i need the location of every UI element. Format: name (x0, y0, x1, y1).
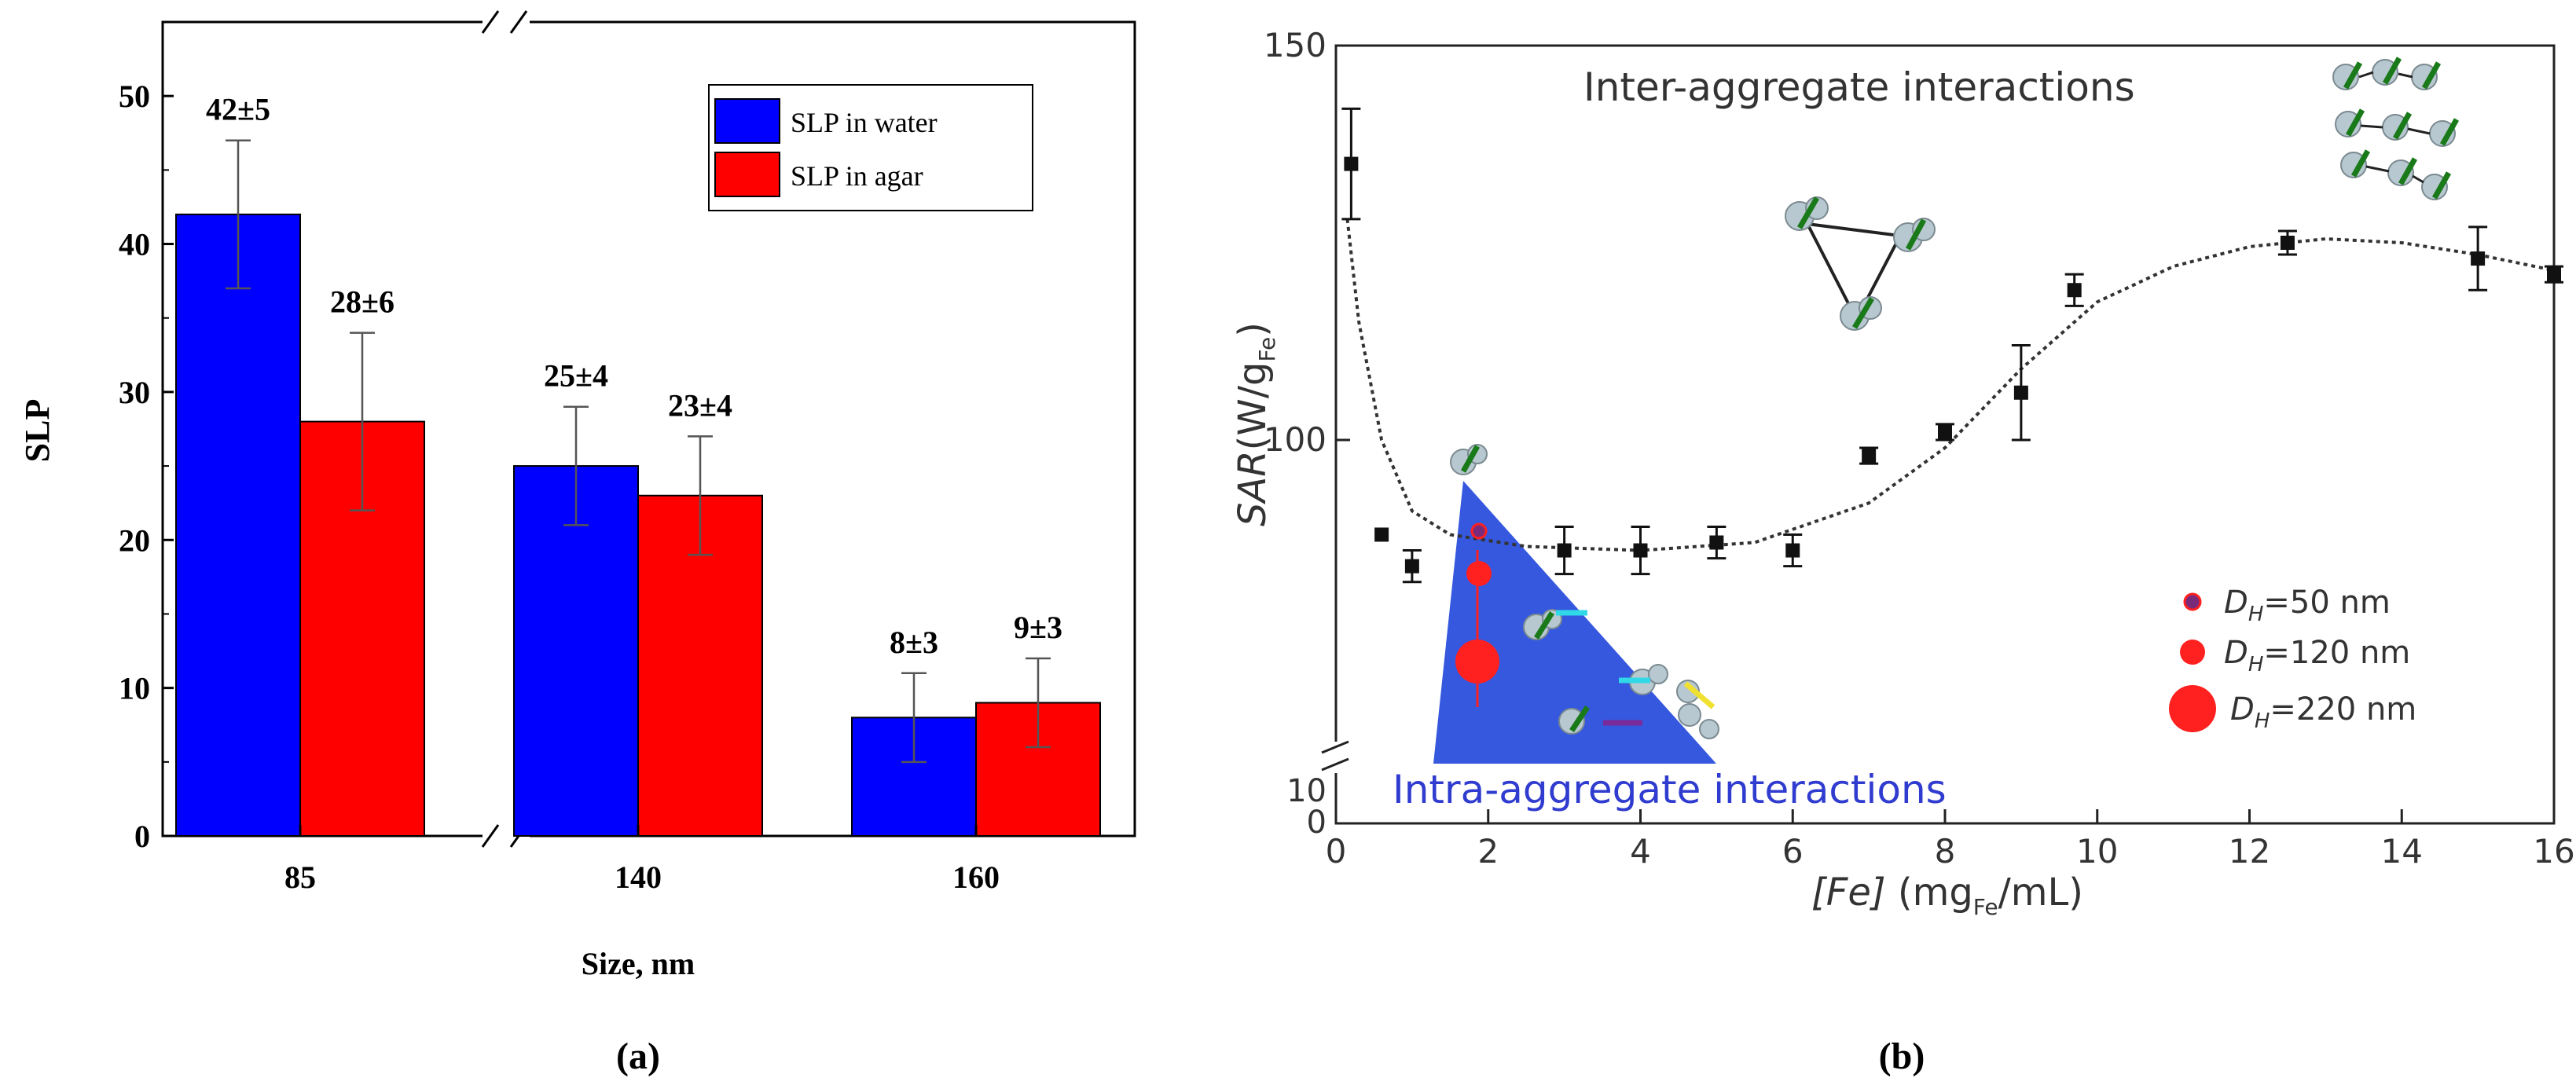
data-point (2280, 236, 2295, 250)
legend-symbol: D (2224, 585, 2248, 621)
data-point (2067, 283, 2082, 298)
x-tick-label-b: 14 (2381, 832, 2423, 871)
legend-label-water: SLP in water (791, 107, 938, 138)
legend-label-220: =220 nm (2270, 691, 2416, 728)
x-tick-label-b: 12 (2229, 832, 2270, 871)
y-tick-label: 40 (119, 227, 150, 262)
y-tick-b: 0 (1307, 805, 1327, 841)
legend-sub: H (2248, 653, 2264, 676)
legend-label-50: =50 nm (2263, 585, 2390, 621)
legend-swatch-water (714, 98, 780, 144)
data-point (2547, 267, 2561, 282)
x-title-unit: (mg (1886, 871, 1973, 915)
data-point (1557, 543, 1572, 558)
legend-label-120: =120 nm (2263, 635, 2410, 671)
x-tick-label-b: 16 (2533, 832, 2574, 871)
x-axis-title: Size, nm (582, 946, 695, 981)
x-tick-label-b: 2 (1477, 832, 1499, 871)
y-tick-label: 10 (119, 671, 150, 706)
x-tick-label: 160 (952, 860, 1000, 895)
y-axis-ticks: 0 10 20 30 40 50 (119, 79, 174, 854)
legend: SLP in water SLP in agar (708, 84, 1033, 211)
triangle-cluster-icon (1785, 196, 1936, 331)
arrow-icon (1460, 445, 1715, 732)
y-tick-b: 10 (1286, 773, 1327, 809)
data-point (1344, 156, 1359, 171)
y-axis-title: SLP (18, 399, 57, 463)
x-tick-label: 85 (284, 860, 316, 895)
data-label: 9±3 (1014, 610, 1062, 645)
data-point (1404, 559, 1419, 574)
x-tick-label: 140 (615, 860, 662, 895)
data-point (1709, 535, 1724, 550)
data-point (2013, 385, 2028, 400)
legend-swatch-agar (714, 152, 780, 197)
fit-curve (1345, 218, 2555, 552)
data-label: 8±3 (890, 625, 938, 660)
x-tick-label-b: 6 (1782, 832, 1804, 871)
data-point (1374, 527, 1389, 542)
y-axis-break (1321, 740, 1349, 773)
legend-sub: H (2255, 709, 2270, 733)
data-point (2471, 251, 2486, 266)
data-label: 28±6 (330, 284, 394, 320)
y-tick-label: 0 (134, 819, 150, 854)
y-tick-label: 30 (119, 375, 150, 410)
fit-curve-path (1345, 218, 2555, 552)
data-point (1633, 543, 1648, 558)
legend-sub: H (2248, 603, 2264, 626)
bars (175, 213, 1101, 837)
bar-slp-in-water (513, 465, 639, 837)
plot-frame-b (1334, 44, 2556, 825)
x-tick-label-b: 10 (2076, 832, 2118, 871)
legend-b: DH=50 nm DH=120 nm DH=220 nm (2169, 585, 2416, 733)
x-title-prefix: [Fe] (1811, 871, 1886, 915)
bar-slp-in-water (175, 213, 301, 837)
inter-aggregate-cluster-icon (2332, 57, 2460, 200)
data-label: 25±4 (544, 358, 608, 394)
svg-text:DH=120 nm: DH=120 nm (2224, 635, 2410, 676)
data-label: 42±5 (206, 92, 270, 127)
intra-aggregate-triangle (1433, 481, 1716, 764)
svg-text:DH=220 nm: DH=220 nm (2230, 691, 2416, 733)
panel-label-b: (b) (1879, 1036, 1925, 1077)
svg-text:DH=50 nm: DH=50 nm (2224, 585, 2391, 626)
x-tick-label-b: 0 (1326, 832, 1347, 871)
legend-symbol: D (2224, 635, 2248, 671)
x-tick-label-b: 8 (1935, 832, 1956, 871)
inter-aggregate-label: Inter-aggregate interactions (1583, 64, 2135, 110)
data-label: 23±4 (668, 387, 732, 423)
legend-symbol: D (2230, 691, 2255, 728)
y-tick-label: 50 (119, 79, 150, 114)
particle-cluster-icon (1450, 444, 1719, 739)
data-labels: 42±5 25±4 8±3 28±6 23±4 9±3 (206, 92, 1062, 660)
chart-a: 0 10 20 30 40 50 42±5 25±4 8±3 28±6 23±4 9±3 85 140… (18, 10, 1136, 1077)
data-point (1785, 543, 1800, 558)
error-bars (226, 139, 1051, 764)
intra-aggregate-label: Intra-aggregate interactions (1393, 767, 1947, 812)
x-title-sub: Fe (1973, 894, 1998, 920)
axis-break-top (481, 10, 530, 34)
panel-label-a: (a) (616, 1036, 660, 1077)
x-axis-title-b: [Fe] (mgFe/mL) (1811, 871, 2083, 920)
legend-label-agar: SLP in agar (791, 160, 923, 192)
x-axis-ticks-b: 0 2 4 6 8 10 12 14 16 (1326, 809, 2575, 871)
x-title-suffix: /mL) (1998, 871, 2083, 915)
data-point (1938, 424, 1952, 439)
x-tick-label-b: 4 (1630, 832, 1651, 871)
x-axis-ticks: 85 140 160 (284, 825, 1000, 895)
size-markers (1455, 522, 1499, 707)
data-points (1341, 107, 2563, 584)
y-tick-label: 20 (119, 522, 150, 558)
data-point (1862, 449, 1877, 464)
